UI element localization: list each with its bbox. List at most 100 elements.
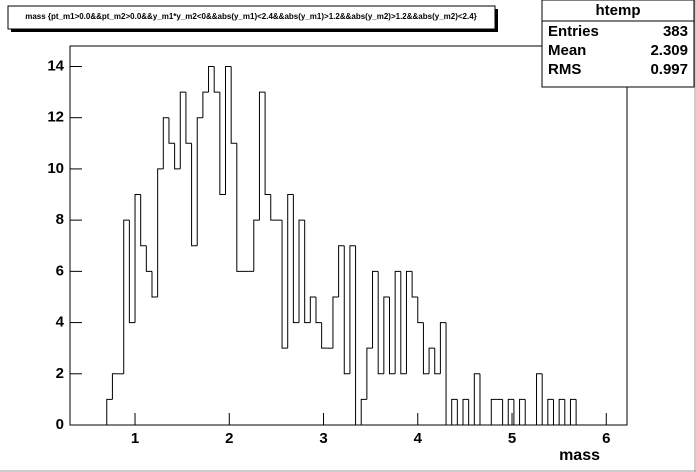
histogram-bin: [524, 399, 531, 426]
title-box: [7, 5, 496, 30]
histogram-bin: [394, 270, 401, 374]
y-tick-label: 0: [56, 416, 64, 433]
stats-title: htemp: [596, 2, 641, 19]
histogram-bin: [569, 398, 577, 425]
x-axis-label: mass: [559, 447, 600, 464]
histogram-bin: [377, 271, 384, 375]
histogram-bin: [507, 398, 514, 425]
histogram-bin: [185, 92, 192, 144]
x-tick-label: 4: [414, 430, 423, 447]
histogram-bin: [225, 65, 232, 195]
histogram-bin: [451, 398, 458, 425]
stats-label: RMS: [548, 61, 581, 78]
histogram-bin: [536, 373, 543, 425]
histogram-bin: [349, 245, 356, 374]
histogram-bin: [309, 296, 316, 323]
histogram-bin: [168, 117, 175, 144]
histogram-bin: [208, 65, 215, 93]
histogram-bin: [236, 143, 243, 272]
histogram-bin: [264, 92, 271, 196]
y-tick-label: 8: [56, 211, 64, 228]
stats-label: Entries: [548, 23, 599, 40]
histogram-bin: [151, 271, 158, 298]
histogram-bin: [321, 322, 328, 349]
stats-value: 0.997: [650, 61, 688, 78]
histogram-bin: [541, 373, 548, 426]
histogram-bin: [191, 143, 198, 247]
histogram-bin: [253, 219, 260, 272]
histogram-bin: [270, 194, 277, 221]
histogram-bin: [468, 399, 475, 426]
y-tick-label: 10: [47, 160, 64, 177]
stats-box: [541, 0, 695, 88]
histogram-bin: [405, 270, 413, 374]
histogram-bin: [519, 398, 526, 425]
histogram-bin: [162, 117, 169, 169]
histogram-bin: [145, 245, 152, 272]
chart-title: mass {pt_m1>0.0&&pt_m2>0.0&&y_m1*y_m2<0&…: [25, 12, 477, 21]
histogram-bin: [304, 220, 311, 324]
y-tick-label: 14: [47, 57, 64, 74]
histogram-bin: [332, 296, 339, 349]
x-tick-label: 5: [508, 430, 516, 447]
histogram-bin: [140, 194, 147, 247]
histogram-bin: [258, 91, 266, 221]
x-tick-label: 3: [319, 430, 327, 447]
histogram-bin: [287, 194, 294, 349]
y-tick-label: 6: [56, 262, 64, 279]
histogram-bin: [338, 245, 345, 297]
histogram-bin: [281, 220, 288, 349]
histogram-bin: [422, 322, 430, 375]
histogram-bin: [128, 220, 136, 324]
histogram-bin: [383, 296, 390, 374]
histogram-bin: [547, 398, 554, 425]
histogram-bin: [434, 348, 441, 375]
histogram-bin: [213, 66, 220, 93]
histogram-bin: [355, 245, 362, 426]
histogram-bin: [564, 399, 571, 426]
histogram-bin: [230, 66, 237, 144]
histogram-bin: [157, 168, 164, 297]
histogram-bin: [315, 296, 322, 324]
stats-value: 383: [663, 23, 688, 40]
histogram-bin: [202, 91, 209, 118]
frame: [69, 45, 628, 426]
histogram-bin: [219, 92, 226, 196]
histogram-bin: [558, 398, 565, 425]
histogram-bin: [400, 271, 407, 375]
histogram-bin: [134, 194, 141, 323]
histogram-bin: [360, 398, 367, 425]
histogram-bin: [552, 399, 560, 426]
histogram-bin: [343, 245, 350, 375]
stats-label: Mean: [548, 42, 586, 59]
y-tick-label: 2: [56, 365, 64, 382]
histogram-bin: [298, 219, 305, 323]
histogram-bin: [428, 347, 435, 374]
histogram-bin: [502, 399, 509, 426]
stats-value: 2.309: [650, 42, 688, 59]
histogram-bin: [174, 143, 181, 170]
y-tick-label: 4: [56, 314, 65, 331]
histogram-bin: [479, 373, 486, 426]
histogram-bin: [417, 296, 424, 324]
histogram-bin: [411, 271, 418, 298]
histogram-bin: [179, 91, 186, 169]
x-tick-label: 6: [602, 430, 610, 447]
histogram-bin: [106, 398, 113, 425]
histogram-bin: [473, 373, 480, 425]
histogram-bin: [445, 322, 452, 426]
histogram-bin: [366, 347, 373, 400]
histogram-bin: [490, 398, 497, 425]
histogram-bin: [372, 270, 379, 349]
x-tick-label: 1: [131, 430, 139, 447]
histogram-bin: [388, 296, 396, 375]
histogram-bin: [575, 399, 582, 426]
histogram-bin: [196, 117, 203, 246]
x-tick-label: 2: [225, 430, 233, 447]
y-tick-label: 12: [47, 109, 64, 126]
histogram-bin: [111, 373, 119, 400]
histogram-bin: [439, 322, 447, 374]
histogram-bin: [513, 399, 520, 426]
